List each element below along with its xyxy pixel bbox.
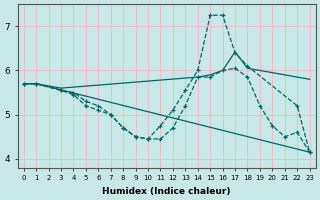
X-axis label: Humidex (Indice chaleur): Humidex (Indice chaleur) (102, 187, 231, 196)
